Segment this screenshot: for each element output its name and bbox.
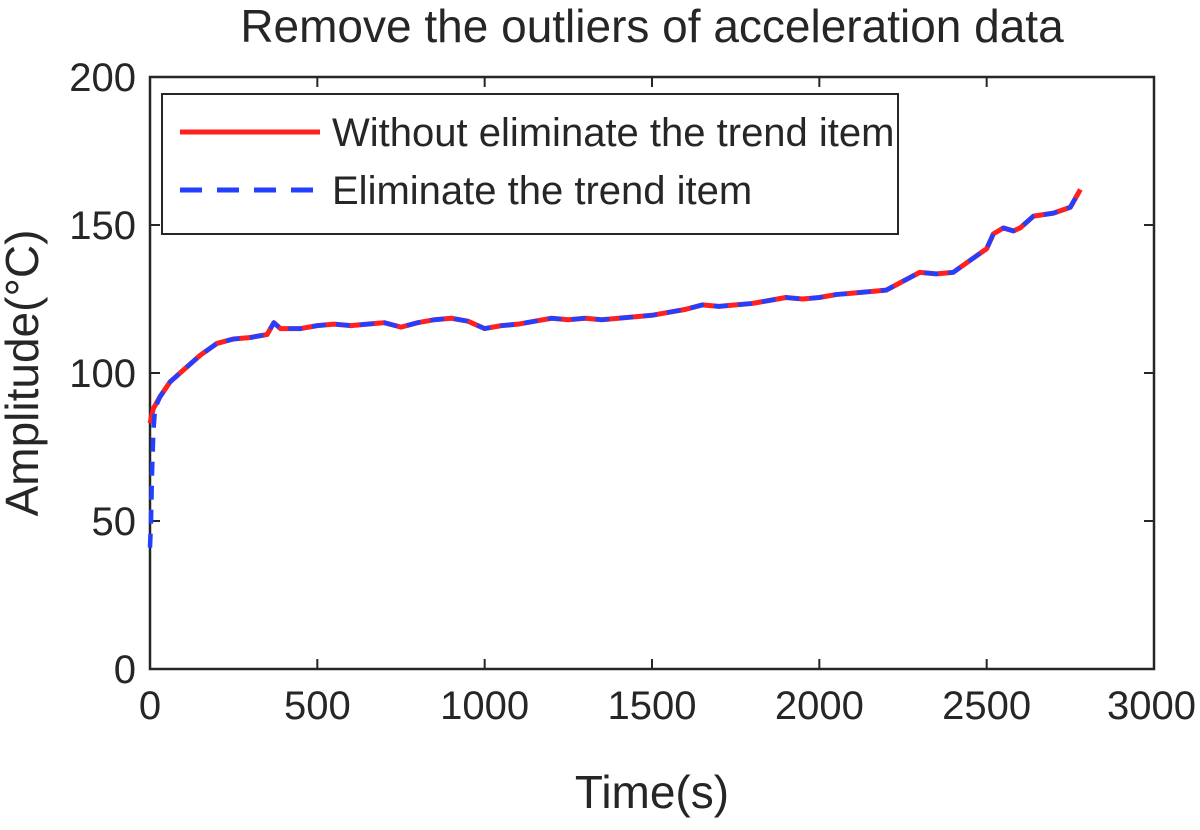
series-line-eliminate-trend [147, 188, 1083, 548]
x-tick-label: 1500 [608, 684, 697, 728]
legend-label-eliminate-trend: Eliminate the trend item [332, 169, 752, 213]
y-tick-label: 150 [69, 204, 136, 248]
legend-label-without-trend: Without eliminate the trend item [332, 111, 894, 155]
x-axis: 0 500 1000 1500 2000 2500 3000 [139, 77, 1196, 728]
x-tick-label: 500 [284, 684, 351, 728]
x-tick-label: 1000 [440, 684, 529, 728]
chart-title: Remove the outliers of acceleration data [240, 0, 1064, 52]
x-tick-label: 2500 [942, 684, 1031, 728]
y-tick-label: 50 [92, 500, 137, 544]
x-tick-label: 3000 [1107, 684, 1196, 728]
y-tick-label: 100 [69, 352, 136, 396]
series-layer [147, 188, 1083, 548]
y-axis-label: Amplitude(°C) [0, 230, 48, 517]
y-tick-label: 0 [114, 648, 136, 692]
x-tick-label: 0 [139, 684, 161, 728]
legend: Without eliminate the trend item Elimina… [161, 93, 899, 235]
x-tick-label: 2000 [775, 684, 864, 728]
y-tick-label: 200 [69, 56, 136, 100]
legend-box [161, 93, 899, 235]
y-axis: 0 50 100 150 200 [69, 56, 1154, 692]
x-axis-label: Time(s) [575, 766, 729, 818]
